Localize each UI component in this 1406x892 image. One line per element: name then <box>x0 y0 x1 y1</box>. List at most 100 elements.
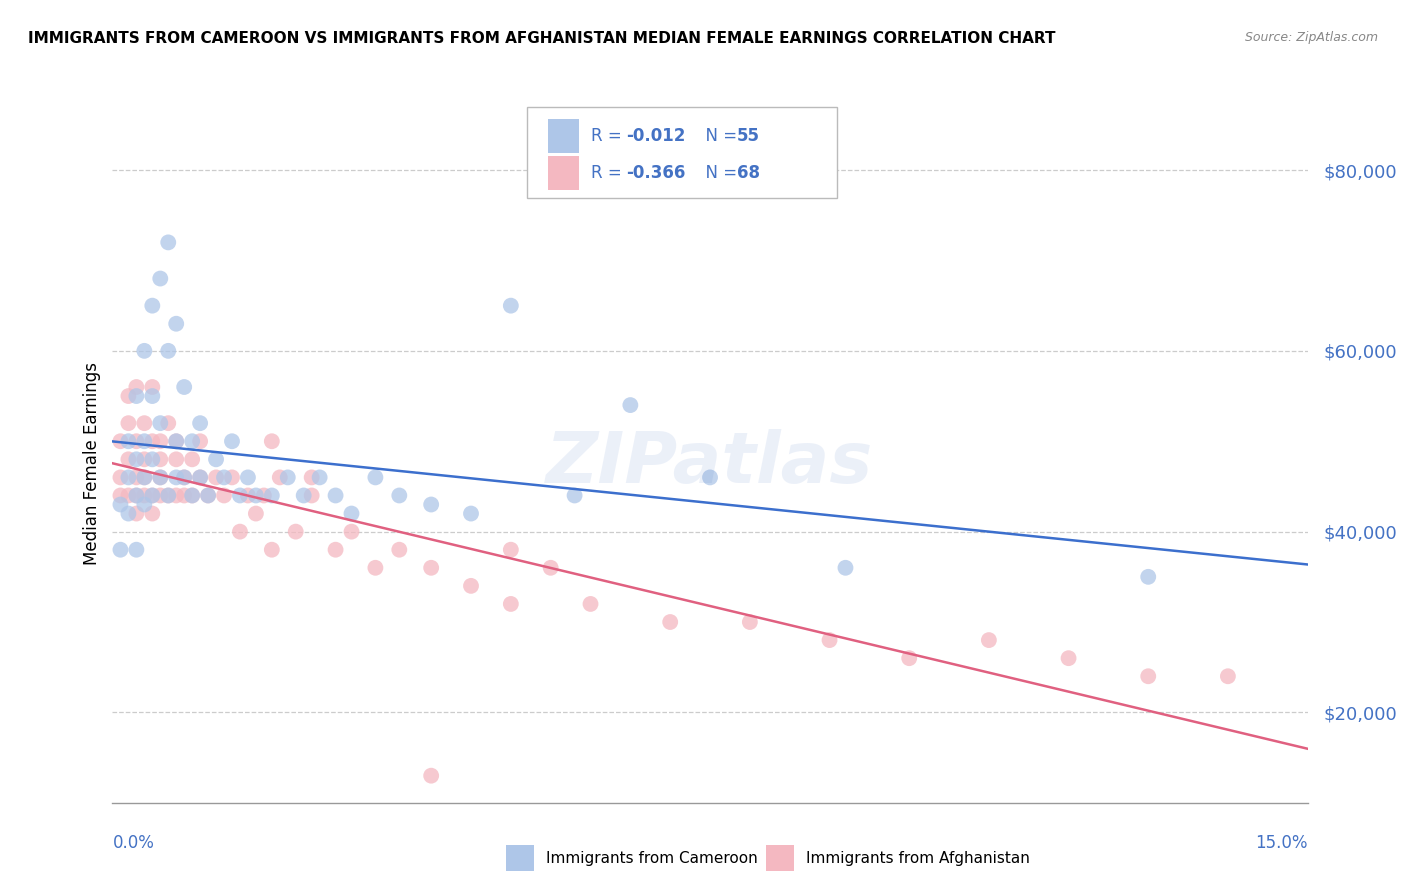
Text: 15.0%: 15.0% <box>1256 834 1308 852</box>
Point <box>141 488 163 502</box>
Text: ZIPatlas: ZIPatlas <box>547 429 873 499</box>
Point <box>134 470 156 484</box>
Point <box>308 470 330 484</box>
Point <box>977 633 1000 648</box>
Point <box>125 380 148 394</box>
Point <box>173 380 195 394</box>
Text: Source: ZipAtlas.com: Source: ZipAtlas.com <box>1244 31 1378 45</box>
Point <box>364 561 387 575</box>
Point <box>260 434 283 449</box>
Point <box>301 488 323 502</box>
Point <box>157 416 180 430</box>
Point <box>277 470 299 484</box>
Text: 68: 68 <box>737 164 759 182</box>
Point <box>173 470 195 484</box>
Point <box>157 343 180 358</box>
Point <box>134 488 156 502</box>
Point <box>181 488 204 502</box>
Point <box>134 470 156 484</box>
Point <box>188 470 211 484</box>
Point <box>134 416 156 430</box>
Point <box>834 561 856 575</box>
Point <box>260 488 283 502</box>
Point <box>181 452 204 467</box>
Point <box>212 470 235 484</box>
Point <box>340 524 363 539</box>
Point <box>117 452 139 467</box>
Point <box>1137 570 1160 584</box>
Point <box>110 542 132 557</box>
Point <box>125 488 148 502</box>
Point <box>157 488 180 502</box>
Point <box>205 452 228 467</box>
Point <box>125 389 148 403</box>
Point <box>134 343 156 358</box>
Point <box>125 434 148 449</box>
Point <box>188 470 211 484</box>
Point <box>292 488 315 502</box>
Point <box>564 488 586 502</box>
Point <box>898 651 921 665</box>
Point <box>499 597 522 611</box>
Point <box>173 488 195 502</box>
Text: Immigrants from Afghanistan: Immigrants from Afghanistan <box>806 851 1029 865</box>
Point <box>818 633 841 648</box>
Point <box>188 416 211 430</box>
Point <box>134 434 156 449</box>
Point <box>165 470 187 484</box>
Point <box>181 488 204 502</box>
Point <box>579 597 602 611</box>
Point <box>1216 669 1239 683</box>
Point <box>165 452 187 467</box>
Point <box>117 507 139 521</box>
Text: Immigrants from Cameroon: Immigrants from Cameroon <box>546 851 758 865</box>
Point <box>499 542 522 557</box>
Point <box>325 542 347 557</box>
Point <box>173 470 195 484</box>
Point <box>125 452 148 467</box>
Point <box>141 452 163 467</box>
Point <box>110 498 132 512</box>
Point <box>141 389 163 403</box>
Point <box>110 434 132 449</box>
Point <box>117 416 139 430</box>
Point <box>117 488 139 502</box>
Point <box>420 769 443 783</box>
Point <box>1137 669 1160 683</box>
Text: R =: R = <box>591 128 627 145</box>
Point <box>420 498 443 512</box>
Point <box>236 470 259 484</box>
Point <box>499 299 522 313</box>
Point <box>325 488 347 502</box>
Point <box>149 470 172 484</box>
Point <box>110 488 132 502</box>
Point <box>165 434 187 449</box>
Point <box>236 488 259 502</box>
Text: N =: N = <box>695 164 742 182</box>
Text: 0.0%: 0.0% <box>112 834 155 852</box>
Point <box>269 470 291 484</box>
Point <box>253 488 276 502</box>
Point <box>260 542 283 557</box>
Point <box>340 507 363 521</box>
Point <box>134 498 156 512</box>
Point <box>420 561 443 575</box>
Point <box>188 434 211 449</box>
Point <box>134 452 156 467</box>
Text: -0.012: -0.012 <box>626 128 685 145</box>
Point <box>157 235 180 250</box>
Point <box>165 434 187 449</box>
Point <box>149 470 172 484</box>
Text: -0.366: -0.366 <box>626 164 685 182</box>
Y-axis label: Median Female Earnings: Median Female Earnings <box>83 362 101 566</box>
Point <box>149 271 172 285</box>
Text: R =: R = <box>591 164 627 182</box>
Point <box>141 434 163 449</box>
Point <box>659 615 682 629</box>
Point <box>149 452 172 467</box>
Point <box>1057 651 1080 665</box>
Point <box>245 507 267 521</box>
Point <box>165 488 187 502</box>
Point <box>699 470 721 484</box>
Point <box>117 470 139 484</box>
